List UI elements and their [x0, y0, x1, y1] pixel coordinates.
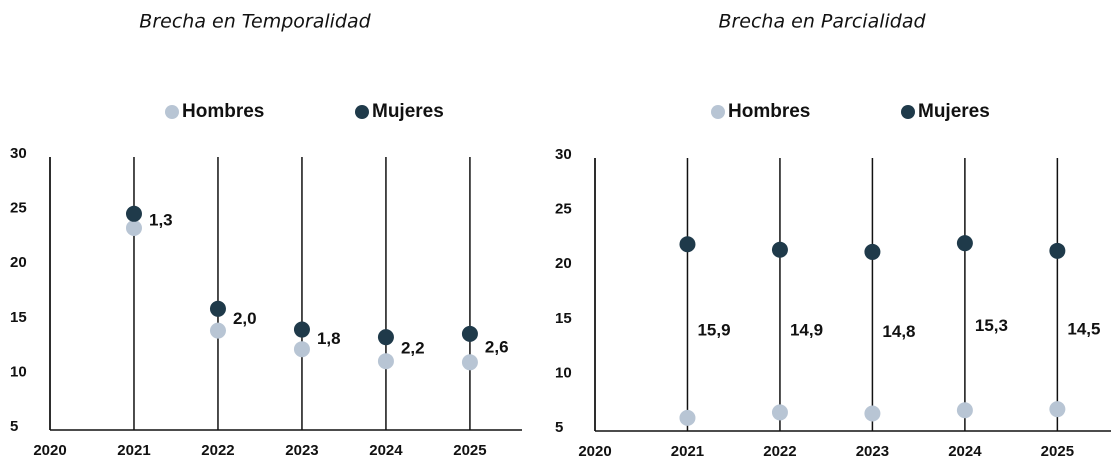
y-tick-label: 25 — [10, 200, 27, 217]
x-tick-label: 2025 — [1041, 443, 1074, 460]
legend-label: Hombres — [728, 101, 810, 122]
gap-label: 2,6 — [485, 338, 509, 357]
dot — [679, 409, 696, 426]
x-tick-label: 2020 — [578, 443, 611, 460]
x-tick-label: 2022 — [763, 443, 796, 460]
x-tick-label: 2020 — [33, 442, 66, 459]
x-tick-label: 2024 — [948, 443, 982, 460]
y-tick-label: 10 — [555, 364, 572, 381]
dot — [461, 354, 478, 371]
gap-label: 15,9 — [697, 321, 730, 340]
gap-label: 14,9 — [790, 321, 823, 340]
legend-label: Hombres — [182, 101, 264, 122]
y-tick-label: 30 — [10, 145, 27, 162]
gap-label: 15,3 — [975, 316, 1008, 335]
dot — [377, 329, 394, 346]
dot — [293, 341, 310, 358]
dot — [1049, 401, 1066, 418]
legend-label: Mujeres — [918, 101, 990, 122]
legend-marker — [355, 105, 369, 119]
gap-label: 14,8 — [882, 322, 915, 341]
y-tick-label: 20 — [555, 255, 572, 272]
dot — [209, 322, 226, 339]
y-tick-label: 10 — [10, 363, 27, 380]
x-tick-label: 2022 — [201, 442, 234, 459]
y-tick-label: 15 — [555, 310, 572, 327]
dot — [377, 353, 394, 370]
x-tick-label: 2023 — [856, 443, 889, 460]
dot — [125, 219, 142, 236]
gap-label: 1,8 — [317, 329, 341, 348]
dot — [956, 235, 973, 252]
dot — [771, 241, 788, 258]
x-tick-label: 2021 — [117, 442, 150, 459]
dot — [864, 243, 881, 260]
dot — [956, 402, 973, 419]
dot — [461, 325, 478, 342]
gap-label: 2,2 — [401, 339, 425, 358]
dot — [125, 205, 142, 222]
y-tick-label: 20 — [10, 254, 27, 271]
gap-label: 1,3 — [149, 210, 173, 229]
dot — [209, 300, 226, 317]
y-tick-label: 25 — [555, 201, 572, 218]
dot — [771, 404, 788, 421]
y-tick-label: 15 — [10, 309, 27, 326]
legend-marker — [901, 105, 915, 119]
y-tick-label: 5 — [555, 419, 563, 436]
y-tick-label: 30 — [555, 146, 572, 163]
chart-title: Brecha en Temporalidad — [139, 11, 371, 33]
legend-marker — [711, 105, 725, 119]
dot — [1049, 242, 1066, 259]
gap-label: 14,5 — [1067, 319, 1100, 338]
x-tick-label: 2021 — [671, 443, 704, 460]
x-tick-label: 2023 — [285, 442, 318, 459]
legend-marker — [165, 105, 179, 119]
dot — [679, 236, 696, 253]
y-tick-label: 5 — [10, 418, 18, 435]
x-tick-label: 2025 — [453, 442, 486, 459]
x-tick-label: 2024 — [369, 442, 403, 459]
gap-label: 2,0 — [233, 309, 257, 328]
dot — [864, 405, 881, 422]
legend-label: Mujeres — [372, 101, 444, 122]
chart-title: Brecha en Parcialidad — [718, 11, 926, 33]
dot — [293, 321, 310, 338]
